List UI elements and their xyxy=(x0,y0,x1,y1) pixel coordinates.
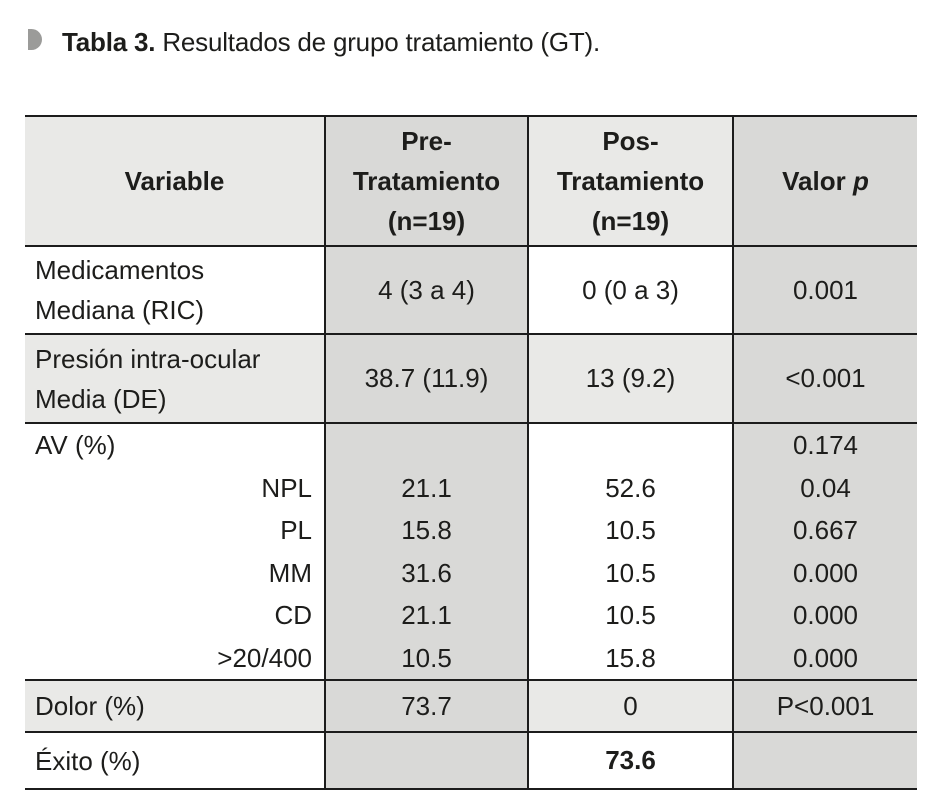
row-medicamentos-name: Medicamentos Mediana (RIC) xyxy=(25,247,326,335)
av-sub-label: CD xyxy=(274,600,312,630)
row-av-pos-column: 52.6 10.5 10.5 10.5 15.8 xyxy=(529,424,734,681)
row-dolor-p: P<0.001 xyxy=(734,681,917,733)
av-pre-value: 15.8 xyxy=(401,515,452,545)
row-medicamentos-pos: 0 (0 a 3) xyxy=(529,247,734,335)
av-pre-value: 10.5 xyxy=(401,642,452,673)
header-valor-label: Valor xyxy=(782,166,846,196)
av-pre-value xyxy=(326,424,527,467)
av-pos-value xyxy=(529,424,732,467)
row-presion-pos: 13 (9.2) xyxy=(529,335,734,424)
header-pre-tratamiento: Pre- Tratamiento (n=19) xyxy=(326,117,529,247)
row-presion-name: Presión intra-ocular Media (DE) xyxy=(25,335,326,424)
av-sub-label: MM xyxy=(268,557,312,588)
av-sub-label: NPL xyxy=(261,472,312,503)
row-medicamentos-pre: 4 (3 a 4) xyxy=(326,247,529,335)
av-p-value: 0.000 xyxy=(792,557,859,588)
caption-label: Tabla 3. xyxy=(62,27,156,57)
av-pos-value: 10.5 xyxy=(605,515,656,545)
av-pos-value: 52.6 xyxy=(605,472,656,503)
av-p-value: 0.000 xyxy=(792,600,859,630)
av-section-label: AV (%) xyxy=(35,430,116,460)
av-pre-value: 21.1 xyxy=(401,472,452,503)
row-presion-pre: 38.7 (11.9) xyxy=(326,335,529,424)
header-valor-p: Valor p xyxy=(734,117,917,247)
row-dolor-pos: 0 xyxy=(529,681,734,733)
caption-text: Tabla 3. Resultados de grupo tratamiento… xyxy=(62,27,600,57)
av-pos-value: 15.8 xyxy=(605,642,656,673)
row-medicamentos-p: 0.001 xyxy=(734,247,917,335)
caption-bullet-icon xyxy=(28,29,42,50)
av-p-value: 0.667 xyxy=(792,515,859,545)
row-presion-p: <0.001 xyxy=(734,335,917,424)
header-pos-tratamiento: Pos- Tratamiento (n=19) xyxy=(529,117,734,247)
av-pre-value: 21.1 xyxy=(401,600,452,630)
row-exito-p xyxy=(734,733,917,788)
row-dolor-name: Dolor (%) xyxy=(25,681,326,733)
table-caption: Tabla 3. Resultados de grupo tratamiento… xyxy=(28,27,600,57)
row-av-name-column: AV (%) NPL PL MM CD >20/400 xyxy=(25,424,326,681)
results-table: Variable Pre- Tratamiento (n=19) Pos- Tr… xyxy=(25,115,917,790)
row-av-pre-column: 21.1 15.8 31.6 21.1 10.5 xyxy=(326,424,529,681)
row-exito-name: Éxito (%) xyxy=(25,733,326,788)
av-sub-label: PL xyxy=(280,515,312,545)
av-p-value: 0.174 xyxy=(792,430,859,460)
header-variable: Variable xyxy=(25,117,326,247)
av-p-value: 0.04 xyxy=(800,472,851,503)
row-exito-pos: 73.6 xyxy=(529,733,734,788)
header-p-symbol: p xyxy=(852,166,869,196)
row-av-p-column: 0.174 0.04 0.667 0.000 0.000 0.000 xyxy=(734,424,917,681)
av-p-value: 0.000 xyxy=(792,642,859,673)
av-pos-value: 10.5 xyxy=(605,600,656,630)
caption-description: Resultados de grupo tratamiento (GT). xyxy=(155,27,601,57)
av-pre-value: 31.6 xyxy=(401,557,452,588)
av-pos-value: 10.5 xyxy=(605,557,656,588)
row-exito-pre xyxy=(326,733,529,788)
row-dolor-pre: 73.7 xyxy=(326,681,529,733)
av-sub-label: >20/400 xyxy=(217,642,312,673)
